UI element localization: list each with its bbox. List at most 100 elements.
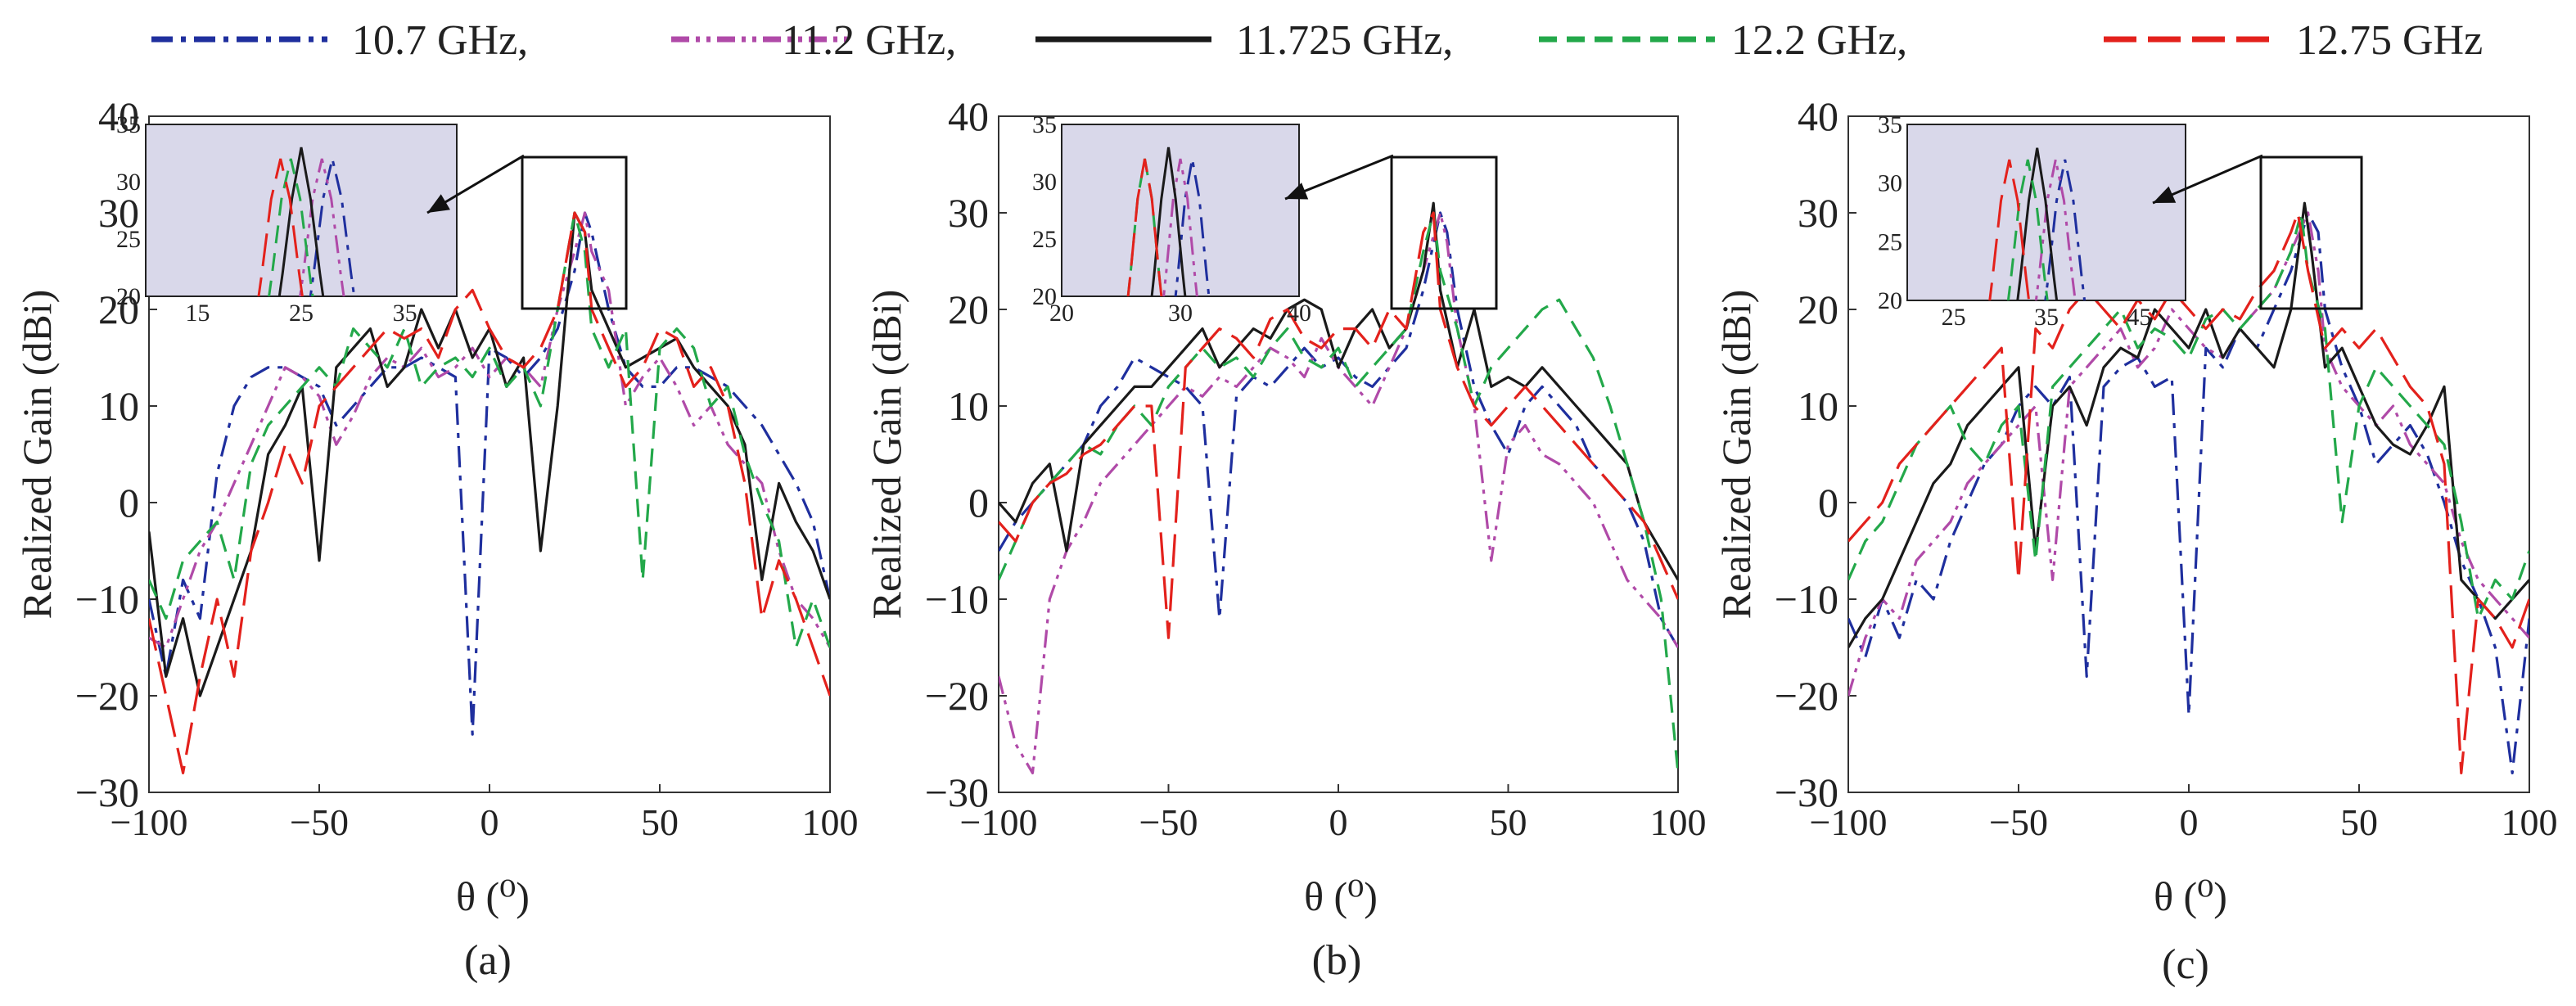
series-line: [1848, 211, 2529, 774]
series-group: [999, 201, 1678, 774]
inset-x-tick-label: 40: [1287, 300, 1311, 327]
x-tick-label: −50: [290, 801, 349, 843]
legend: 10.7 GHz, 11.2 GHz, 11.725 GHz, 12.2 GHz, 12…: [151, 17, 2483, 64]
inset-y-tick-label: 20: [1032, 283, 1057, 310]
series-line: [1848, 211, 2529, 620]
legend-label: 11.725 GHz,: [1236, 17, 1453, 64]
inset-y-tick-label: 30: [1032, 169, 1057, 196]
series-group: [1848, 201, 2529, 774]
inset-series-line: [1988, 159, 2031, 300]
inset-series-line: [1150, 147, 1187, 296]
series-line: [999, 201, 1678, 581]
y-tick-label: −20: [75, 673, 139, 719]
x-tick-label: 50: [1490, 801, 1527, 843]
y-tick-label: 20: [98, 286, 139, 332]
inset-series-line: [257, 158, 304, 296]
y-tick-label: 40: [1798, 93, 1838, 139]
zoom-arrow-head: [2153, 186, 2177, 203]
y-tick-label: −10: [75, 576, 139, 622]
y-tick-label: −30: [1775, 769, 1838, 815]
y-tick-label: 20: [1798, 286, 1838, 332]
y-axis-label: Realized Gain (dBi): [864, 290, 909, 620]
inset-x-tick-label: 30: [1168, 300, 1193, 327]
x-tick-label: 0: [1329, 801, 1348, 843]
series-line: [149, 211, 830, 697]
x-tick-label: 0: [480, 801, 499, 843]
inset-series-line: [2016, 147, 2059, 300]
inset-series-line: [277, 147, 325, 296]
legend-label: 11.2 GHz,: [782, 17, 956, 64]
inset-series-group: [257, 147, 356, 296]
inset-background: [1061, 124, 1300, 297]
series-line: [149, 211, 830, 649]
x-tick-label: 50: [2340, 801, 2378, 843]
inset-y-tick-label: 35: [1032, 111, 1057, 138]
panel-caption: (b): [1312, 937, 1362, 984]
y-tick-label: 0: [1818, 480, 1838, 526]
inset-x-tick-label: 25: [289, 300, 314, 327]
inset-x-tick-label: 20: [1049, 300, 1074, 327]
y-tick-label: −30: [925, 769, 989, 815]
inset-y-tick-label: 30: [116, 169, 141, 196]
y-tick-label: −10: [1775, 576, 1838, 622]
y-tick-label: 40: [948, 93, 989, 139]
inset-series-line: [2006, 159, 2049, 300]
x-tick-label: −50: [1989, 801, 2048, 843]
inset-series-line: [2044, 159, 2087, 300]
x-tick-label: −100: [111, 801, 188, 843]
zoom-box: [1390, 156, 1498, 310]
legend-label: 12.2 GHz,: [1731, 17, 1907, 64]
y-tick-label: −30: [75, 769, 139, 815]
y-tick-label: 0: [119, 480, 139, 526]
y-axis-label: Realized Gain (dBi): [1713, 290, 1759, 620]
inset-y-tick-label: 20: [1878, 287, 1902, 314]
inset-y-tick-label: 35: [116, 111, 141, 138]
x-tick-label: −50: [1139, 801, 1198, 843]
inset-y-tick-label: 25: [1032, 226, 1057, 253]
inset-series-group: [1126, 147, 1211, 296]
y-tick-label: −20: [925, 673, 989, 719]
panel-caption: (c): [2162, 941, 2209, 988]
zoom-arrow-head: [427, 194, 450, 213]
x-axis-label: θ (⁰): [1304, 873, 1378, 919]
y-tick-label: 30: [948, 190, 989, 236]
series-line: [999, 211, 1678, 639]
series-line: [999, 211, 1678, 774]
y-tick-label: 30: [98, 190, 139, 236]
y-tick-label: 20: [948, 286, 989, 332]
y-tick-label: 10: [98, 383, 139, 429]
zoom-box: [2259, 156, 2363, 310]
y-axis-label: Realized Gain (dBi): [14, 290, 60, 620]
series-line: [1848, 211, 2529, 774]
inset-series-line: [268, 158, 314, 296]
y-tick-label: −20: [1775, 673, 1838, 719]
inset-series-line: [2034, 159, 2077, 300]
inset-y-tick-label: 25: [116, 226, 141, 253]
x-axis-label: θ (⁰): [2154, 873, 2227, 919]
inset-series-line: [299, 158, 345, 296]
inset-series-line: [1174, 158, 1211, 296]
inset-series-line: [1126, 158, 1163, 296]
series-group: [149, 211, 830, 774]
inset-x-tick-label: 15: [185, 300, 210, 327]
inset-y-tick-label: 25: [1878, 228, 1902, 255]
series-line: [149, 211, 830, 774]
y-tick-label: −10: [925, 576, 989, 622]
zoom-box: [521, 156, 628, 310]
y-tick-label: 10: [948, 383, 989, 429]
legend-label: 10.7 GHz,: [352, 17, 528, 64]
inset-x-tick-label: 25: [1942, 304, 1966, 331]
x-tick-label: 50: [641, 801, 679, 843]
x-tick-label: −100: [960, 801, 1038, 843]
inset-y-tick-label: 35: [1878, 111, 1902, 138]
y-tick-label: 40: [98, 93, 139, 139]
inset-y-tick-label: 30: [1878, 170, 1902, 197]
panel-b: −100 −50 0 50 100−30−20−10010203040Realized …: [864, 93, 1707, 984]
panel-caption: (a): [464, 937, 512, 984]
x-tick-label: 0: [2180, 801, 2199, 843]
inset-series-line: [1162, 158, 1198, 296]
inset-y-tick-label: 20: [116, 283, 141, 310]
inset-x-tick-label: 35: [2034, 304, 2059, 331]
series-line: [1848, 201, 2529, 648]
